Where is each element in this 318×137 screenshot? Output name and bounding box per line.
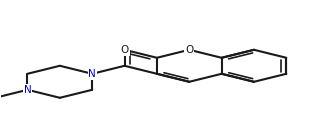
Text: N: N [24,85,31,95]
Text: O: O [121,45,129,55]
Text: O: O [121,45,129,55]
Text: N: N [88,69,96,79]
Text: O: O [185,45,193,55]
